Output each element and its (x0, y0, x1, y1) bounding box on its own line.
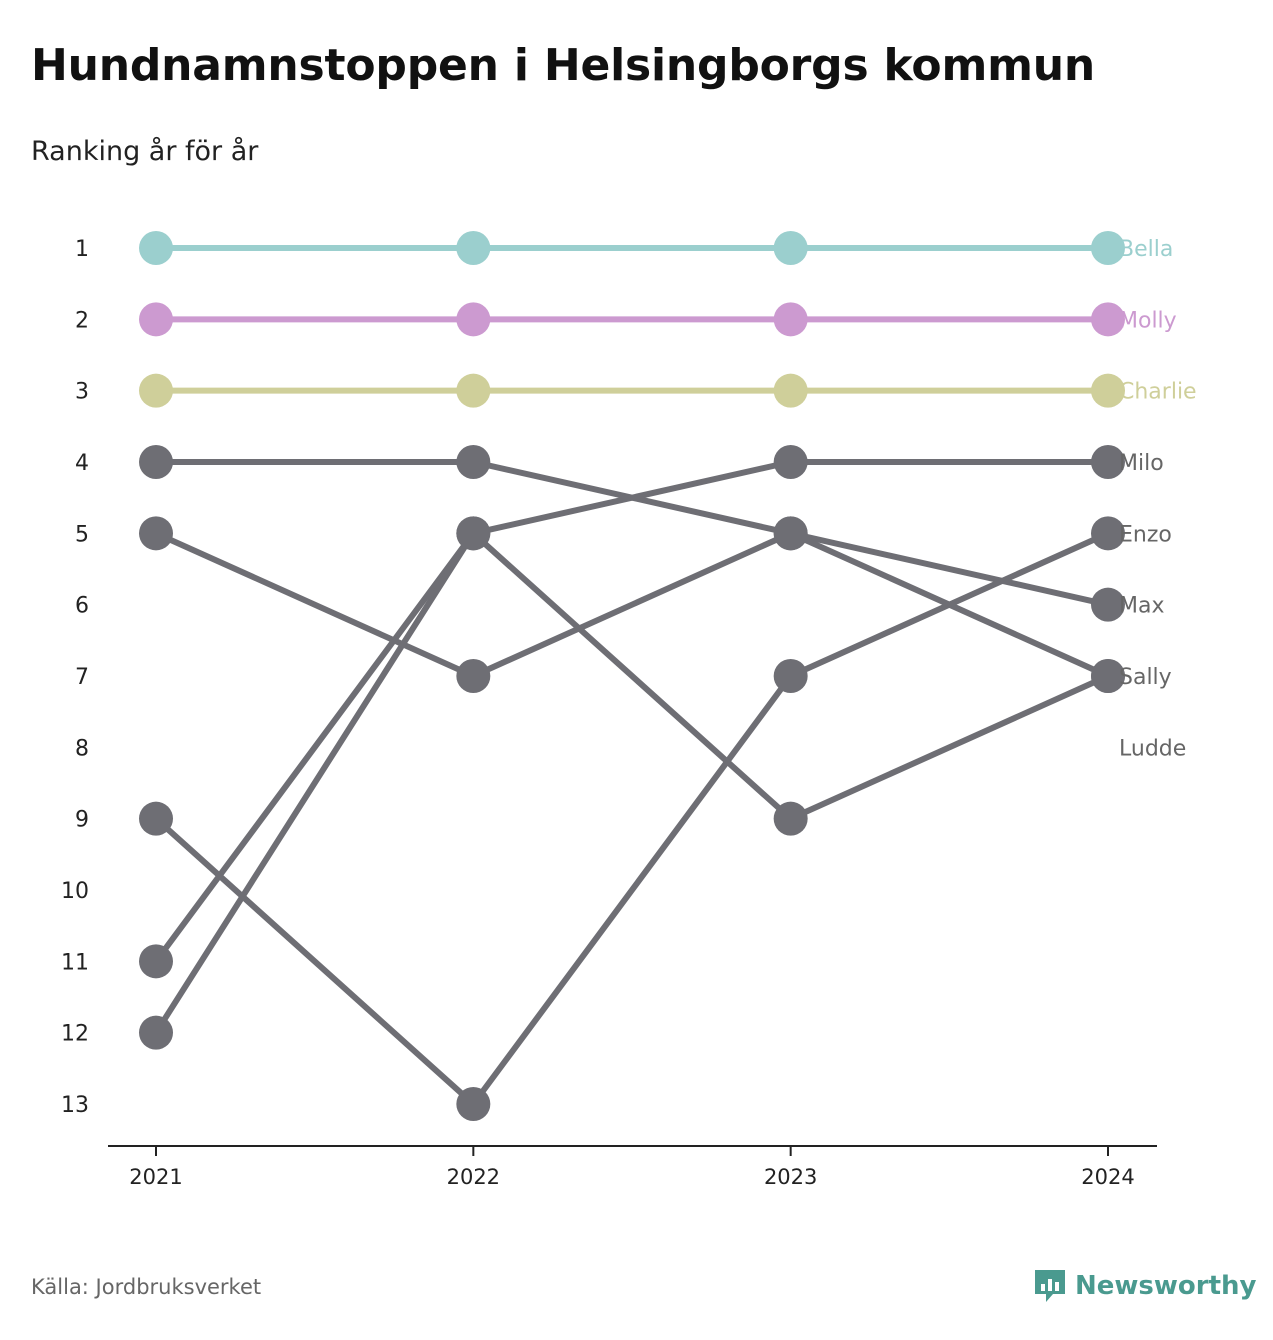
chart-title: Hundnamnstoppen i Helsingborgs kommun (31, 40, 1096, 91)
x-tick-label: 2023 (764, 1165, 817, 1189)
end-label-charlie: Charlie (1119, 380, 1197, 405)
series-point-charlie (456, 373, 491, 408)
series-point-milo (139, 445, 173, 479)
series-end-labels: Bella Molly Charlie Milo Enzo Max Sally Ludde (1119, 237, 1197, 761)
y-tick-label: 1 (75, 237, 89, 262)
brand-name: Newsworthy (1075, 1271, 1257, 1301)
series-point-max (139, 944, 173, 979)
series-point-charlie (139, 373, 173, 408)
newsworthy-logo-icon (1035, 1270, 1065, 1302)
series-point-sally (139, 516, 173, 551)
series-point-bella (456, 231, 491, 265)
series-point-bella (1091, 231, 1125, 265)
end-label-milo: Milo (1119, 451, 1164, 476)
end-label-bella: Bella (1119, 237, 1173, 262)
series-point-charlie (773, 373, 808, 408)
y-tick-label: 8 (75, 736, 89, 761)
series-points (139, 231, 1125, 1121)
y-tick-label: 13 (61, 1093, 89, 1118)
brand-logo: Newsworthy (1033, 1268, 1256, 1304)
series-line-milo (153, 459, 1111, 608)
y-tick-label: 12 (61, 1022, 89, 1047)
series-point-enzo (139, 801, 173, 836)
series-line-enzo (153, 530, 1111, 1107)
end-label-ludde: Ludde (1119, 736, 1186, 761)
series-point-max (773, 445, 808, 479)
y-tick-label: 11 (61, 950, 89, 975)
series-point-enzo (773, 659, 808, 693)
y-tick-label: 5 (75, 522, 89, 547)
series-point-ludde (139, 1015, 173, 1050)
x-tick-label: 2021 (129, 1165, 182, 1189)
y-tick-label: 4 (75, 451, 89, 476)
y-tick-label: 9 (75, 808, 89, 833)
series-point-enzo (1091, 516, 1125, 551)
series-point-milo (1091, 587, 1125, 622)
y-tick-label: 6 (75, 594, 89, 619)
y-tick-label: 7 (75, 665, 89, 690)
end-label-molly: Molly (1119, 308, 1177, 333)
end-label-max: Max (1119, 594, 1164, 619)
y-tick-label: 3 (75, 380, 89, 405)
series-point-sally (456, 659, 491, 693)
series-point-bella (139, 231, 173, 265)
series-point-bella (773, 231, 808, 265)
series-point-ludde (1091, 659, 1125, 693)
series-point-milo (456, 445, 491, 479)
x-tick-label: 2022 (447, 1165, 500, 1189)
series-point-sally (773, 516, 808, 551)
series-point-enzo (456, 1087, 491, 1121)
x-axis-ticks: 2021 2022 2023 2024 (129, 1146, 1135, 1189)
y-tick-label: 2 (75, 308, 89, 333)
series-line-sally (153, 530, 1111, 679)
series-line-max (153, 459, 1111, 965)
series-point-ludde (456, 516, 491, 551)
series-point-molly (773, 302, 808, 337)
source-note: Källa: Jordbruksverket (31, 1275, 262, 1299)
y-tick-label: 10 (61, 879, 89, 904)
series-line-ludde (153, 530, 1111, 1036)
chart-subtitle: Ranking år för år (31, 136, 259, 167)
x-tick-label: 2024 (1081, 1165, 1134, 1189)
end-label-enzo: Enzo (1119, 522, 1172, 547)
series-point-molly (139, 302, 173, 337)
series-lines (153, 245, 1111, 1107)
end-label-sally: Sally (1119, 665, 1172, 690)
series-point-max (1091, 445, 1125, 479)
series-point-molly (1091, 302, 1125, 337)
series-point-ludde (773, 801, 808, 836)
series-point-molly (456, 302, 491, 337)
series-point-charlie (1091, 373, 1125, 408)
